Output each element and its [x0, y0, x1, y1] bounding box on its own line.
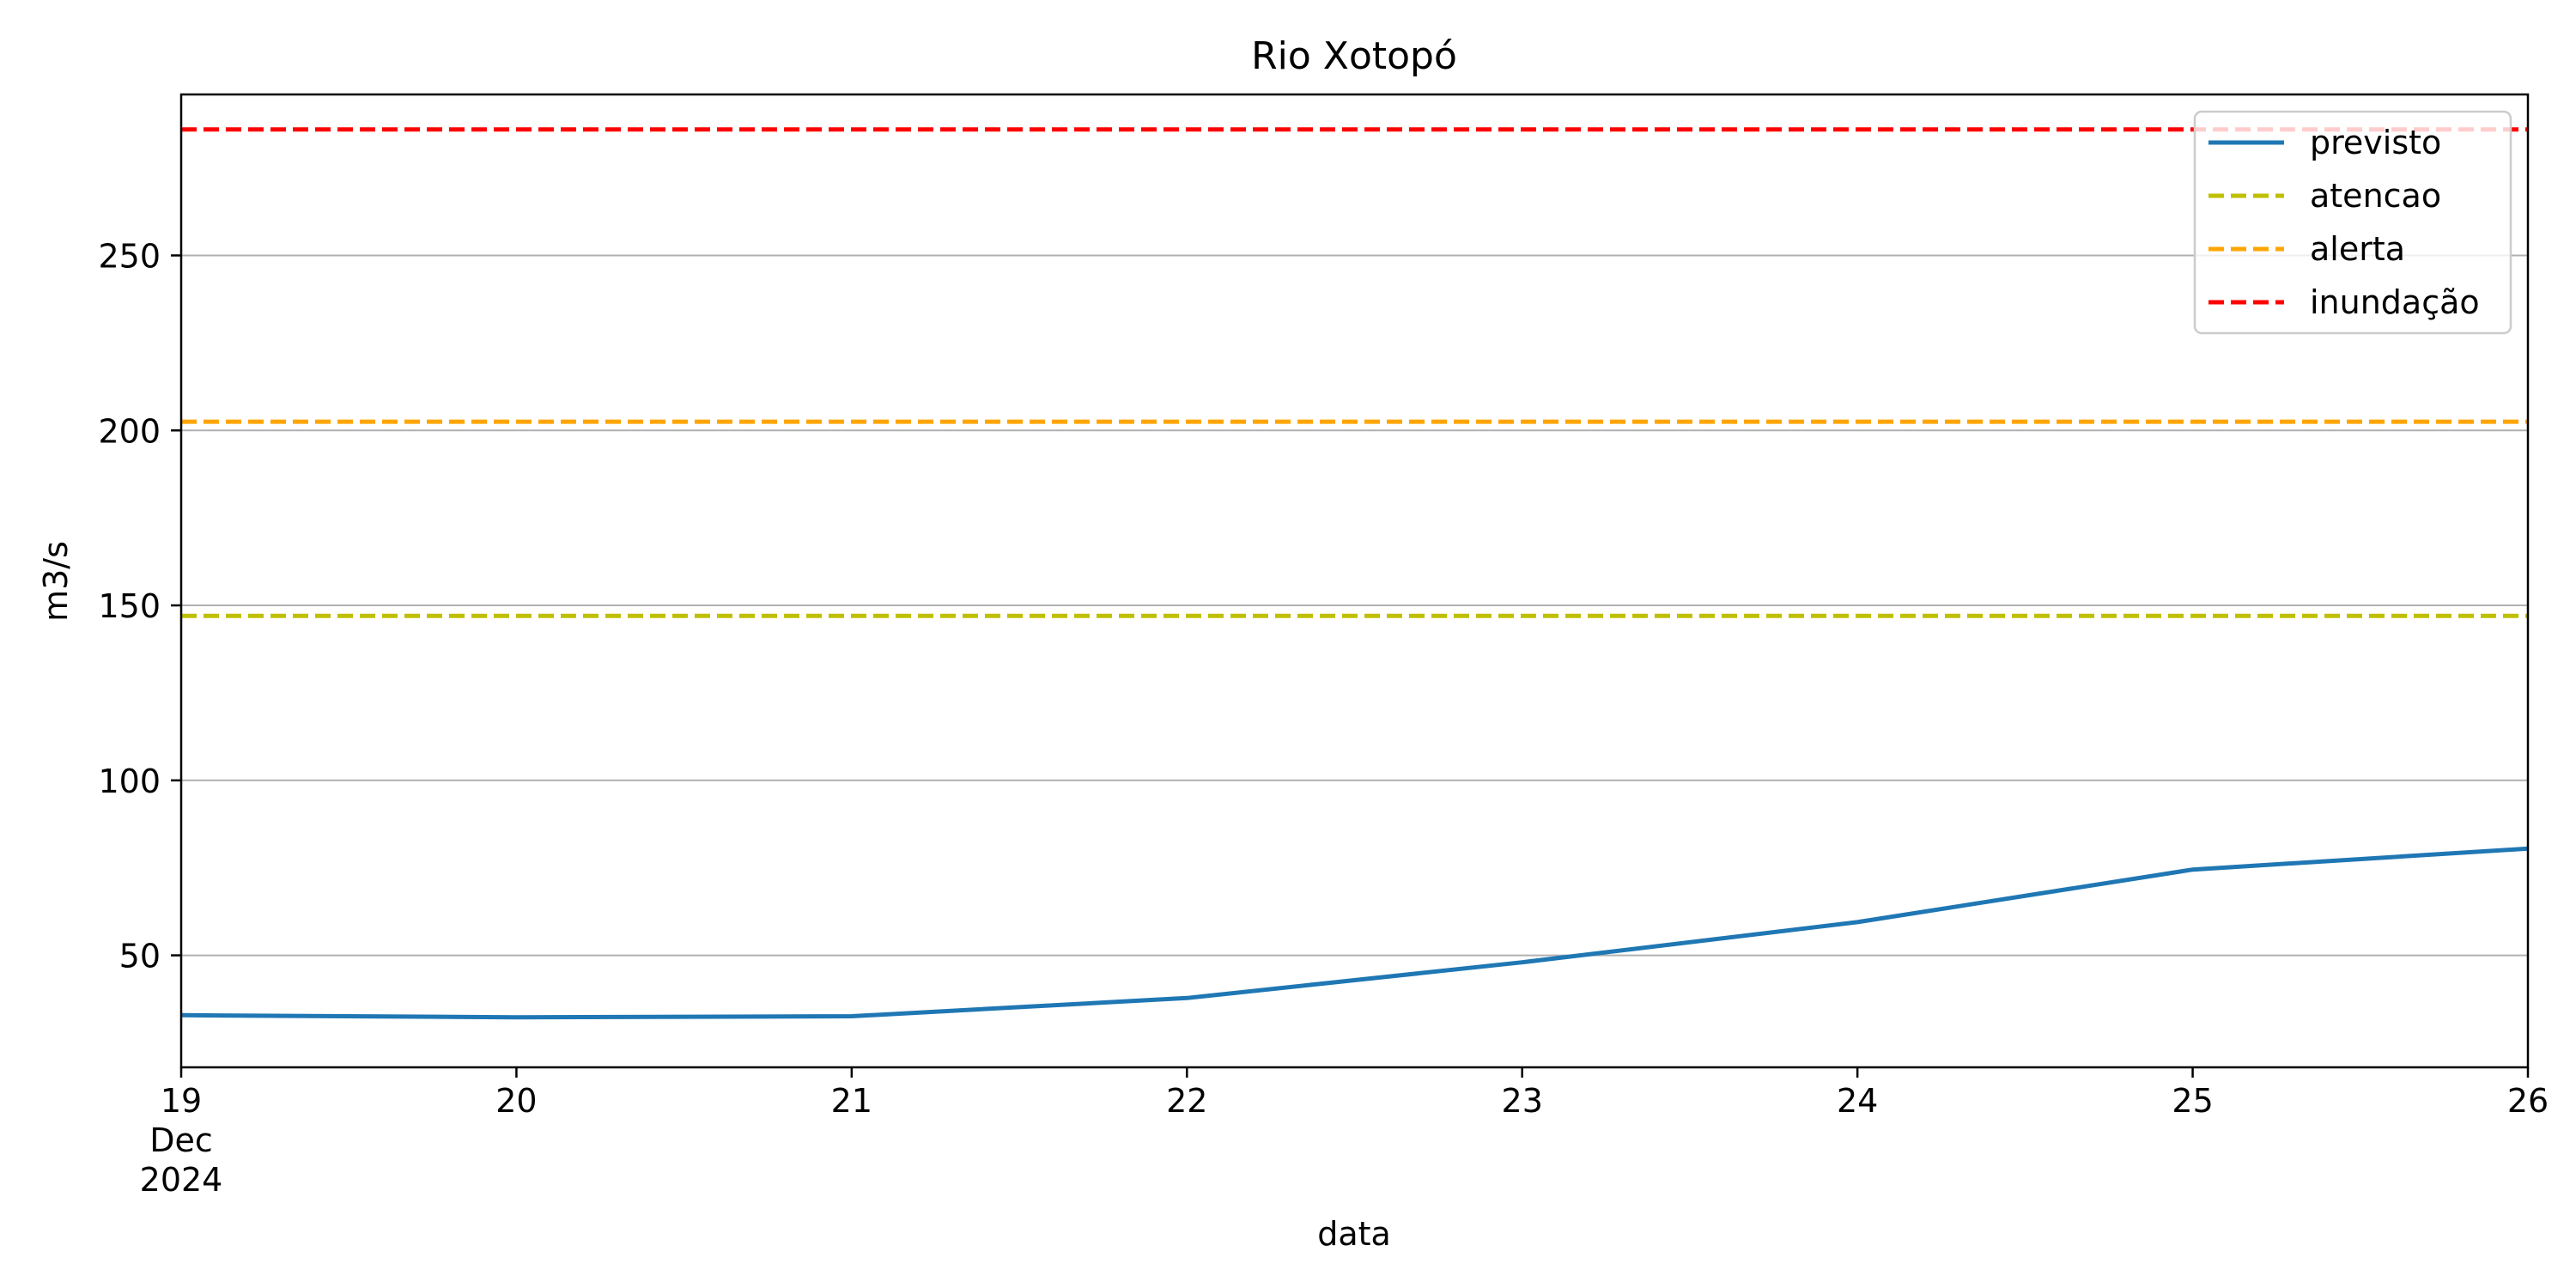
series-line-previsto — [180, 846, 2529, 1020]
legend-box — [2193, 110, 2512, 335]
y-axis-ticks: 50 100 150 200 250 — [98, 237, 181, 975]
x-tick-sublabel: Dec — [149, 1121, 213, 1159]
y-tick-label: 150 — [98, 587, 161, 625]
x-tick-sublabel: 2024 — [140, 1161, 223, 1199]
series-lines — [180, 846, 2529, 1020]
x-tick-label: 21 — [831, 1082, 872, 1120]
y-tick-label: 200 — [98, 412, 161, 450]
legend-label: atencao — [2310, 177, 2441, 215]
x-tick-label: 22 — [1166, 1082, 1207, 1120]
x-axis-label: data — [1317, 1215, 1391, 1253]
y-gridlines — [181, 254, 2528, 957]
x-tick-label: 24 — [1837, 1082, 1878, 1120]
y-tick-label: 250 — [98, 237, 161, 275]
y-axis-label: m3/s — [37, 541, 75, 622]
y-tick-label: 50 — [119, 938, 161, 975]
legend-label: previsto — [2310, 124, 2441, 161]
legend-label: alerta — [2310, 230, 2405, 268]
legend: previsto atencao alerta inundação — [2193, 110, 2512, 335]
x-tick-label: 26 — [2507, 1082, 2549, 1120]
legend-label: inundação — [2310, 283, 2480, 321]
x-tick-label: 25 — [2172, 1082, 2213, 1120]
chart-title: Rio Xotopó — [1251, 34, 1457, 78]
x-tick-label: 19 — [161, 1082, 202, 1120]
x-tick-label: 23 — [1502, 1082, 1543, 1120]
x-tick-label: 20 — [495, 1082, 537, 1120]
y-tick-label: 100 — [98, 762, 161, 800]
threshold-lines — [181, 127, 2528, 618]
plot-frame — [179, 93, 2530, 1069]
